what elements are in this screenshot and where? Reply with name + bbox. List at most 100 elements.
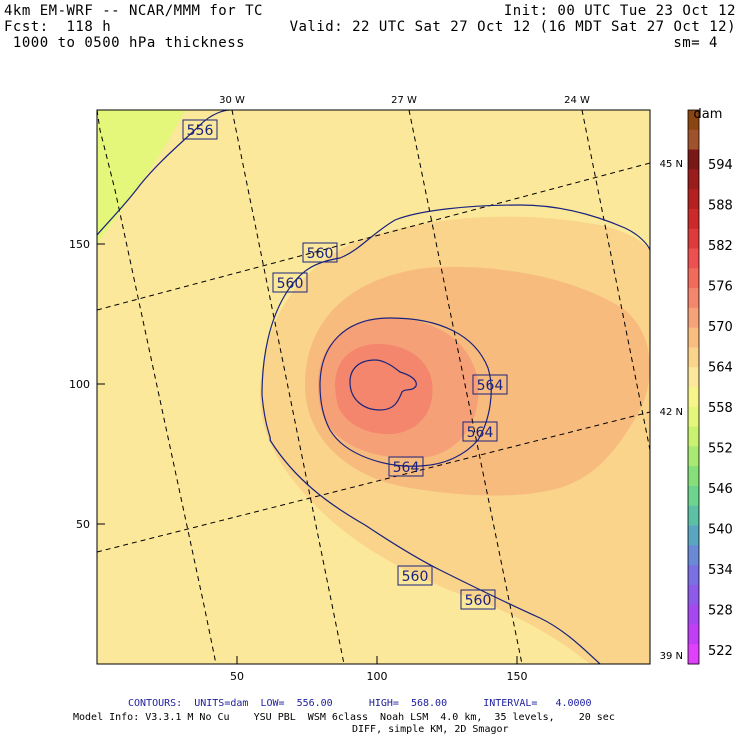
colorbar-swatch <box>688 268 699 289</box>
contour-568 <box>349 359 417 411</box>
contour-560-upper <box>261 204 650 396</box>
x-axis-ticks: 50 100 150 <box>230 656 528 683</box>
colorbar-level-label: 582 <box>708 239 733 254</box>
colorbar-swatch <box>688 288 699 309</box>
plot-frame <box>96 109 651 665</box>
x-tick-label: 50 <box>230 670 244 683</box>
latitude-label: 39 N <box>660 651 683 662</box>
latitude-labels: 45 N 42 N 39 N <box>660 159 683 662</box>
longitude-label: 27 W <box>391 95 417 106</box>
contour-summary: CONTOURS: UNITS=dam LOW= 556.00 HIGH= 56… <box>128 698 592 709</box>
colorbar-swatch <box>688 347 699 368</box>
meridian-24w <box>581 110 650 451</box>
longitude-labels: 30 W 27 W 24 W <box>219 95 590 106</box>
field-name: 1000 to 0500 hPa thickness <box>4 35 246 51</box>
contour-label: 564 <box>472 374 508 395</box>
colorbar-swatch <box>688 307 699 329</box>
colorbar-swatch <box>688 644 699 665</box>
colorbar-swatch <box>688 565 699 586</box>
graticule <box>97 110 650 664</box>
contour-label: 556 <box>182 119 218 140</box>
contour-label: 564 <box>388 456 424 477</box>
forecast-hour: Fcst: 118 h <box>4 19 112 35</box>
colorbar-swatch <box>688 545 699 566</box>
svg-text:560: 560 <box>465 593 492 609</box>
colorbar-swatch <box>688 149 699 170</box>
model-info: Model Info: V3.3.1 M No Cu YSU PBL WSM 6… <box>73 712 615 723</box>
y-tick-label: 100 <box>69 378 90 391</box>
svg-text:564: 564 <box>467 425 494 441</box>
colorbar-swatch <box>688 208 699 230</box>
svg-text:560: 560 <box>402 569 429 585</box>
shaded-field <box>97 110 650 664</box>
svg-text:556: 556 <box>187 123 214 139</box>
colorbar-swatch <box>688 604 699 625</box>
colorbar-swatch <box>688 406 699 428</box>
colorbar-level-label: 594 <box>708 158 733 173</box>
contour-556 <box>97 110 231 236</box>
x-tick-label: 100 <box>367 670 388 683</box>
valid-time: Valid: 22 UTC Sat 27 Oct 12 (16 MDT Sat … <box>289 19 736 35</box>
contour-label: 560 <box>397 565 433 586</box>
svg-text:564: 564 <box>477 378 504 394</box>
meridian-30w <box>231 110 345 664</box>
diffusion-info: DIFF, simple KM, 2D Smagor <box>352 724 509 735</box>
colorbar-swatch <box>688 466 699 487</box>
colorbar-swatch <box>688 169 699 190</box>
colorbar-swatch <box>688 327 699 348</box>
colorbar-swatch <box>688 387 699 408</box>
meridian-33w <box>97 110 217 664</box>
meridian-27w <box>408 110 523 664</box>
field-region-568 <box>335 344 433 435</box>
colorbar-swatch <box>688 228 699 249</box>
colorbar-level-label: 534 <box>708 563 733 578</box>
svg-text:560: 560 <box>307 246 334 262</box>
svg-text:560: 560 <box>277 276 304 292</box>
colorbar-level-label: 558 <box>708 401 733 416</box>
longitude-label: 30 W <box>219 95 245 106</box>
y-tick-label: 150 <box>69 238 90 251</box>
colorbar-level-label: 576 <box>708 280 733 295</box>
y-axis-ticks: 50 100 150 <box>69 238 105 531</box>
colorbar-unit: dam <box>694 107 723 122</box>
colorbar-level-label: 588 <box>708 199 733 214</box>
init-time: Init: 00 UTC Tue 23 Oct 12 <box>503 3 736 19</box>
colorbar-swatch <box>688 525 699 546</box>
latitude-label: 45 N <box>660 159 683 170</box>
model-title: 4km EM-WRF -- NCAR/MMM for TC <box>4 3 263 19</box>
colorbar-swatch <box>688 129 699 151</box>
colorbar-swatch <box>688 505 699 526</box>
colorbar-swatch <box>688 485 699 507</box>
colorbar-swatch <box>688 189 699 210</box>
latitude-label: 42 N <box>660 407 683 418</box>
colorbar-swatch <box>688 426 699 447</box>
contour-lines <box>97 110 650 664</box>
contour-564 <box>319 317 492 467</box>
colorbar-swatch <box>688 446 699 467</box>
colorbar-level-label: 552 <box>708 442 733 457</box>
colorbar-swatch <box>688 584 699 606</box>
colorbar-swatch <box>688 248 699 269</box>
contour-label: 560 <box>302 242 338 263</box>
colorbar-level-label: 564 <box>708 361 733 376</box>
contour-label: 564 <box>462 421 498 442</box>
colorbar-swatch <box>688 624 699 645</box>
colorbar-tick-labels: 594 588 582 576 570 564 558 552 546 540 534 528 522 <box>708 158 733 659</box>
svg-text:564: 564 <box>393 460 420 476</box>
colorbar-level-label: 546 <box>708 482 733 497</box>
colorbar-level-label: 540 <box>708 523 733 538</box>
smoothing-label: sm= 4 <box>673 35 718 51</box>
colorbar <box>687 109 700 665</box>
contour-560-lower <box>261 394 601 664</box>
contour-label: 560 <box>272 272 308 293</box>
contour-label: 560 <box>460 589 496 610</box>
colorbar-swatch <box>688 367 699 388</box>
colorbar-level-label: 528 <box>708 604 733 619</box>
longitude-label: 24 W <box>564 95 590 106</box>
y-tick-label: 50 <box>76 518 90 531</box>
colorbar-swatch <box>688 110 699 131</box>
x-tick-label: 150 <box>507 670 528 683</box>
colorbar-level-label: 570 <box>708 320 733 335</box>
